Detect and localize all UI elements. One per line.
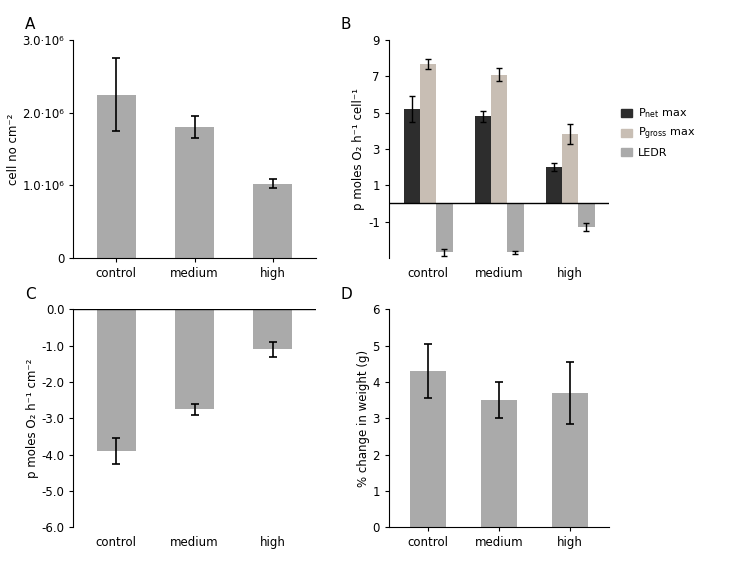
Bar — [175, 127, 214, 258]
Y-axis label: cell no cm⁻²: cell no cm⁻² — [7, 113, 20, 185]
Bar — [253, 184, 292, 258]
Text: B: B — [341, 17, 351, 32]
Bar — [482, 400, 517, 527]
Y-axis label: p moles O₂ h⁻¹ cell⁻¹: p moles O₂ h⁻¹ cell⁻¹ — [352, 88, 366, 210]
Bar — [253, 309, 292, 350]
Bar — [553, 393, 588, 527]
Bar — [436, 203, 453, 252]
Bar — [97, 95, 136, 258]
Text: C: C — [25, 286, 35, 301]
Y-axis label: % change in weight (g): % change in weight (g) — [357, 350, 370, 487]
Bar — [562, 135, 578, 203]
Y-axis label: p moles O₂ h⁻¹ cm⁻²: p moles O₂ h⁻¹ cm⁻² — [26, 359, 39, 478]
Bar — [410, 371, 446, 527]
Bar — [507, 203, 523, 252]
Bar — [420, 64, 436, 203]
Bar — [404, 109, 420, 203]
Bar — [475, 116, 491, 203]
Bar — [578, 203, 595, 227]
Bar — [491, 74, 507, 203]
Text: A: A — [25, 17, 35, 32]
Bar — [97, 309, 136, 451]
Text: D: D — [341, 286, 352, 301]
Bar — [175, 309, 214, 409]
Bar — [545, 167, 562, 203]
Legend: P$_{\mathregular{net}}$ max, P$_{\mathregular{gross}}$ max, LEDR: P$_{\mathregular{net}}$ max, P$_{\mathre… — [622, 107, 696, 158]
